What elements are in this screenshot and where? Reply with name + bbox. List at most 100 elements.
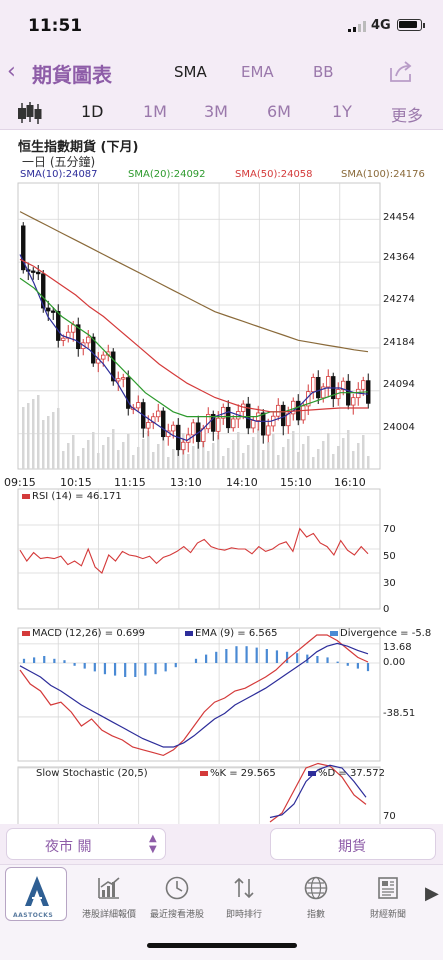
price-tick: 24004 [383,422,415,433]
candle-body [111,351,116,382]
tab-stock-quote[interactable]: 港股詳細報價 [78,867,140,925]
candle-body [121,377,126,380]
tab-ranking[interactable]: 即時排行 [213,867,275,925]
updown-icon: ▲ ▼ [149,833,157,855]
night-market-select[interactable]: 夜市 關 ▲ ▼ [6,828,166,860]
newspaper-icon [378,877,398,899]
price-tick: 24454 [383,212,415,223]
status-bar: 11:51 4G [0,0,443,50]
tab-index[interactable]: 指數 [285,867,347,925]
candle-body [56,310,61,341]
macd-tick: 0.00 [383,657,406,668]
volume-bar [237,432,240,469]
aastocks-logo-button[interactable]: AASTOCKS [5,867,67,921]
candle-body [301,405,306,421]
tab-more[interactable]: 更多 [391,106,424,125]
tab-bb[interactable]: BB [313,63,334,81]
tab-label: 港股詳細報價 [81,910,136,920]
more-tabs-arrow[interactable]: ▶ [425,883,439,904]
volume-bar [347,430,350,469]
volume-bar [357,443,360,469]
candle-body [351,397,356,406]
volume-bar [152,452,155,469]
chart-area[interactable]: 恒生指數期貨 (下月) 一日 (五分鐘) SMA(10):24087 SMA(2… [0,131,443,824]
volume-bar [307,436,310,469]
logo-wordmark: AASTOCKS [13,912,54,919]
divergence-label: Divergence = -5.8 [330,628,431,639]
candle-body [91,336,96,364]
tab-sma[interactable]: SMA [174,63,207,81]
volume-bar [337,446,340,469]
candle-body [251,420,256,429]
sma50-line [19,258,368,413]
volume-bar [97,453,100,469]
chart-subtitle: 一日 (五分鐘) [22,155,96,169]
tab-news[interactable]: 財經新聞 [357,867,419,925]
tab-recent[interactable]: 最近搜看港股 [146,867,208,925]
volume-bar [87,440,90,469]
volume-bar [187,454,190,469]
time-tick: 15:10 [280,476,312,489]
volume-bar [42,420,45,469]
volume-bar [162,436,165,469]
time-tick: 10:15 [60,476,92,489]
tab-label: 最近搜看港股 [149,910,204,920]
volume-bar [137,447,140,469]
tab-3m[interactable]: 3M [204,102,228,121]
sma20-legend: SMA(20):24092 [128,169,206,180]
stoch-k-label: %K = 29.565 [200,768,276,779]
tab-1m[interactable]: 1M [143,102,167,121]
sma10-line [19,254,369,442]
time-tick: 16:10 [334,476,366,489]
candle-body [156,410,161,418]
back-button[interactable]: ‹ [7,59,16,84]
volume-bar [197,438,200,469]
volume-bar [57,408,60,469]
period-bar: 1D 1M 3M 6M 1Y 更多 [0,96,443,130]
share-icon[interactable] [388,60,414,84]
volume-bar [302,444,305,469]
candle-body [211,413,216,432]
nav-bar: ‹ 期貨圖表 SMA EMA BB [0,50,443,96]
globe-icon [304,876,328,900]
tab-6m[interactable]: 6M [267,102,291,121]
volume-bar [312,457,315,469]
price-tick: 24184 [383,337,415,348]
bottom-tab-bar: AASTOCKS 港股詳細報價 最近搜看港股 即時排行 指數 [0,864,443,960]
volume-bar [22,407,25,469]
volume-bar [262,450,265,469]
sma10-legend: SMA(10):24087 [20,169,98,180]
up-down-arrows-icon [234,877,254,899]
candle-body [86,336,91,344]
tab-label: 財經新聞 [369,910,406,920]
macd-line [19,634,369,757]
candle-body [46,307,51,312]
macd-label: MACD (12,26) = 0.699 [22,628,145,639]
futures-select[interactable]: 期貨 [270,828,436,860]
price-tick: 24094 [383,379,415,390]
candle-body [126,377,131,409]
candle-body [311,377,316,393]
volume-bar [287,439,290,469]
time-tick: 11:15 [114,476,146,489]
candlestick-toggle-icon[interactable] [16,101,44,125]
night-market-label: 夜市 關 [45,839,92,855]
candle-body [226,406,231,429]
candle-body [36,271,41,275]
candle-body [21,225,26,271]
rsi-tick: 0 [383,604,390,615]
candle-body [321,386,326,399]
time-tick: 09:15 [4,476,36,489]
volume-bar [342,438,345,469]
candle-body [191,422,196,436]
aastocks-logo-icon [25,876,49,906]
stoch-tick: 70 [383,811,396,822]
volume-bar [192,446,195,469]
tab-1y[interactable]: 1Y [332,102,352,121]
stoch-k-line [269,762,367,823]
volume-bar [147,431,150,469]
sma50-legend: SMA(50):24058 [235,169,313,180]
tab-1d[interactable]: 1D [81,102,104,121]
volume-bar [52,412,55,469]
tab-ema[interactable]: EMA [241,63,274,81]
